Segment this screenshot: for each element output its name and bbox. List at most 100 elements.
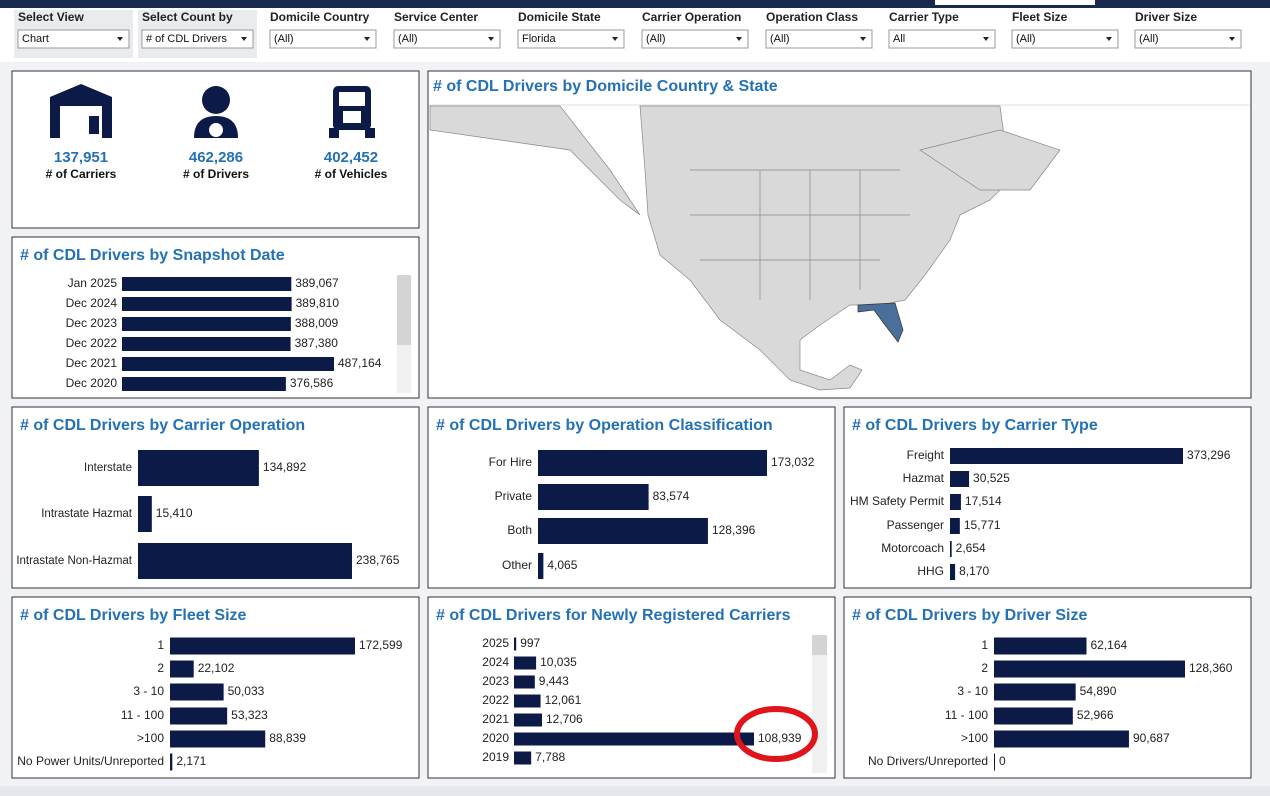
value-label: 389,067	[295, 276, 339, 290]
kpi-value: 402,452	[324, 149, 378, 166]
state-borders	[690, 169, 910, 300]
bar	[514, 751, 532, 765]
filter-dropdown[interactable]	[517, 29, 625, 49]
filter-label: Driver Size	[1135, 10, 1197, 24]
chart-body: 1 62,164 2 128,360 3 - 10 54,890 11 - 100 52,96…	[868, 637, 1233, 771]
chart-body: Jan 2025 389,067 Dec 2024 389,810 Dec 2023 38…	[66, 276, 382, 391]
value-label: 62,164	[1091, 638, 1128, 652]
filter-label: Fleet Size	[1012, 10, 1068, 24]
category-label: Passenger	[887, 518, 944, 532]
annotation-circle	[734, 706, 818, 762]
filter-dropdown[interactable]	[269, 29, 377, 49]
filter-dropdown[interactable]	[641, 29, 749, 49]
chart-title: # of CDL Drivers by Fleet Size	[20, 607, 247, 624]
bar	[170, 707, 228, 725]
filter-dropdown[interactable]	[141, 29, 254, 49]
value-label: 172,599	[359, 638, 403, 652]
kpi-label: # of Carriers	[46, 167, 117, 181]
bar	[122, 357, 334, 371]
dropdown-arrow	[241, 37, 247, 41]
value-label: 0	[999, 754, 1006, 768]
value-label: 134,892	[263, 460, 307, 474]
filter-dropdown[interactable]	[765, 29, 873, 49]
filter-label: Carrier Operation	[642, 10, 741, 24]
bar	[514, 637, 517, 651]
value-label: 12,706	[546, 712, 583, 726]
value-label: 12,061	[545, 693, 582, 707]
bar	[170, 730, 266, 748]
chart-title: # of CDL Drivers by Snapshot Date	[20, 247, 285, 264]
category-label: Hazmat	[903, 471, 945, 485]
filter-dropdown[interactable]	[1011, 29, 1119, 49]
bar	[994, 683, 1076, 701]
bar	[122, 317, 291, 331]
filter-label: Domicile Country	[270, 10, 370, 24]
chart-title: # of CDL Drivers for Newly Registered Ca…	[436, 607, 791, 624]
filter-label: Select View	[18, 10, 84, 24]
bar	[994, 637, 1087, 655]
scrollbar-thumb[interactable]	[812, 635, 827, 655]
value-label: 173,032	[771, 455, 815, 469]
category-label: Freight	[907, 448, 945, 462]
value-label: 8,170	[959, 564, 989, 578]
scrollbar-thumb[interactable]	[397, 275, 411, 345]
category-label: Dec 2020	[66, 376, 118, 390]
florida	[857, 302, 904, 343]
value-label: 9,443	[539, 674, 569, 688]
filter-value: (All)	[1016, 33, 1036, 45]
land	[639, 105, 1011, 391]
chart-title: # of CDL Drivers by Operation Classifica…	[436, 417, 773, 434]
bar	[950, 471, 970, 487]
top-bar	[0, 0, 1270, 8]
category-label: 11 - 100	[945, 708, 988, 722]
chart-title: # of CDL Drivers by Carrier Operation	[20, 417, 305, 434]
category-label: HM Safety Permit	[850, 494, 945, 508]
value-label: 388,009	[295, 316, 339, 330]
chart-title: # of CDL Drivers by Driver Size	[852, 607, 1087, 624]
category-label: For Hire	[489, 455, 533, 469]
bar	[514, 694, 541, 708]
bar	[994, 730, 1129, 748]
map	[429, 105, 1061, 391]
value-label: 22,102	[198, 661, 235, 675]
chart-panel	[427, 596, 836, 779]
bar	[994, 707, 1073, 725]
filter-label: Domicile State	[518, 10, 601, 24]
value-label: 108,939	[758, 731, 802, 745]
bar	[170, 637, 355, 655]
category-label: >100	[961, 731, 988, 745]
chart-body: 2025 997 2024 10,035 2023 9,443 2022 12,061 2021…	[482, 636, 802, 765]
value-label: 52,966	[1077, 708, 1114, 722]
truck-wheel	[365, 128, 375, 138]
chart-title: # of CDL Drivers by Carrier Type	[852, 417, 1098, 434]
value-label: 387,380	[295, 336, 339, 350]
category-label: 1	[157, 638, 164, 652]
dropdown-arrow	[612, 37, 618, 41]
category-label: Jan 2025	[68, 276, 118, 290]
filter-value: Florida	[522, 33, 557, 45]
category-label: >100	[137, 731, 164, 745]
map-title: # of CDL Drivers by Domicile Country & S…	[433, 78, 778, 95]
filter-value: All	[893, 33, 905, 45]
filter-label: Carrier Type	[889, 10, 959, 24]
category-label: 3 - 10	[133, 684, 164, 698]
driver-head	[202, 86, 230, 114]
filter-dropdown[interactable]	[393, 29, 501, 49]
category-label: 2019	[482, 750, 509, 764]
category-label: Intrastate Non-Hazmat	[16, 555, 132, 567]
value-label: 90,687	[1133, 731, 1170, 745]
kpi-value: 462,286	[189, 149, 243, 166]
filter-dropdown[interactable]	[888, 29, 996, 49]
bar	[138, 543, 352, 579]
chart-body: Freight 373,296 Hazmat 30,525 HM Safety Perm…	[850, 448, 1231, 580]
filter-dropdown[interactable]	[17, 29, 130, 49]
category-label: 2021	[482, 712, 509, 726]
value-label: 997	[520, 636, 540, 650]
value-label: 2,654	[956, 541, 986, 555]
value-label: 15,410	[156, 506, 193, 520]
filter-value: (All)	[770, 33, 790, 45]
bar	[538, 518, 708, 544]
filter-dropdown[interactable]	[1134, 29, 1242, 49]
bar	[950, 541, 952, 557]
value-label: 50,033	[228, 684, 265, 698]
